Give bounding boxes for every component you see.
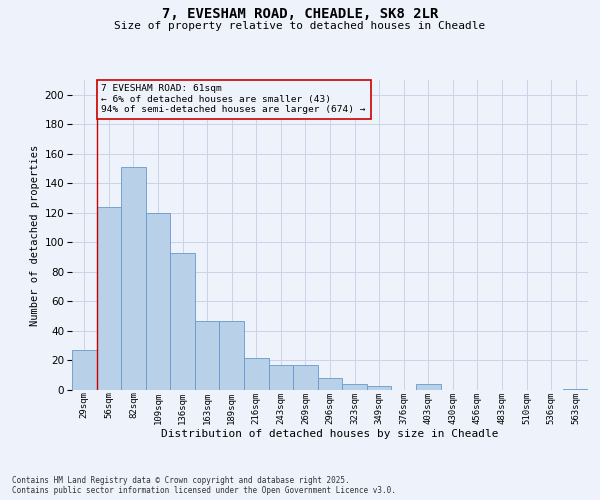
Bar <box>72 350 97 390</box>
X-axis label: Distribution of detached houses by size in Cheadle: Distribution of detached houses by size … <box>161 429 499 439</box>
Text: Size of property relative to detached houses in Cheadle: Size of property relative to detached ho… <box>115 21 485 31</box>
Bar <box>195 320 220 390</box>
Text: 7 EVESHAM ROAD: 61sqm
← 6% of detached houses are smaller (43)
94% of semi-detac: 7 EVESHAM ROAD: 61sqm ← 6% of detached h… <box>101 84 366 114</box>
Bar <box>269 365 293 390</box>
Text: Contains HM Land Registry data © Crown copyright and database right 2025.
Contai: Contains HM Land Registry data © Crown c… <box>12 476 396 495</box>
Bar <box>367 386 391 390</box>
Bar <box>97 207 121 390</box>
Y-axis label: Number of detached properties: Number of detached properties <box>31 144 40 326</box>
Bar <box>342 384 367 390</box>
Bar <box>244 358 269 390</box>
Bar <box>318 378 342 390</box>
Bar <box>293 365 318 390</box>
Bar <box>563 388 588 390</box>
Bar <box>416 384 440 390</box>
Bar <box>146 213 170 390</box>
Text: 7, EVESHAM ROAD, CHEADLE, SK8 2LR: 7, EVESHAM ROAD, CHEADLE, SK8 2LR <box>162 8 438 22</box>
Bar <box>220 320 244 390</box>
Bar <box>121 167 146 390</box>
Bar <box>170 252 195 390</box>
